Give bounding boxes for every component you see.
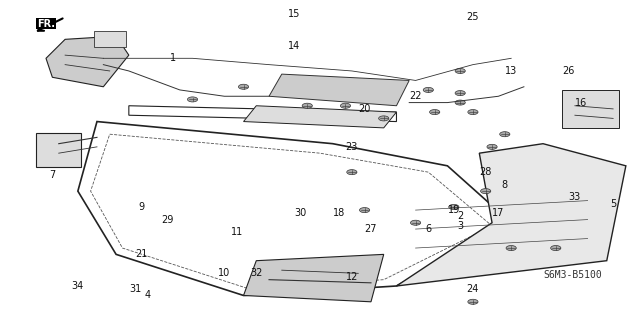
Circle shape <box>449 204 459 210</box>
Text: 12: 12 <box>346 271 358 281</box>
Text: 17: 17 <box>492 208 504 218</box>
Text: 33: 33 <box>569 192 581 203</box>
Text: 24: 24 <box>467 284 479 294</box>
Circle shape <box>188 97 198 102</box>
Text: 20: 20 <box>358 104 371 114</box>
Circle shape <box>468 109 478 115</box>
Circle shape <box>379 116 389 121</box>
Text: 6: 6 <box>425 224 431 234</box>
FancyBboxPatch shape <box>36 133 81 167</box>
Text: 7: 7 <box>49 170 56 180</box>
Circle shape <box>423 87 433 93</box>
Polygon shape <box>562 90 620 128</box>
Circle shape <box>455 91 465 96</box>
Text: 16: 16 <box>575 98 588 108</box>
Polygon shape <box>269 74 409 106</box>
Text: 14: 14 <box>289 41 301 51</box>
Polygon shape <box>244 106 396 128</box>
Text: 9: 9 <box>138 202 145 212</box>
Circle shape <box>455 100 465 105</box>
Text: 25: 25 <box>467 12 479 22</box>
Circle shape <box>347 170 357 175</box>
Text: 31: 31 <box>129 284 141 294</box>
Circle shape <box>550 246 561 250</box>
Text: FR.: FR. <box>37 19 55 28</box>
Circle shape <box>302 103 312 108</box>
Text: 29: 29 <box>161 215 173 225</box>
Polygon shape <box>244 254 384 302</box>
Text: 23: 23 <box>346 142 358 152</box>
Text: S6M3-B5100: S6M3-B5100 <box>543 270 602 280</box>
Text: 2: 2 <box>457 211 463 221</box>
Text: 4: 4 <box>145 291 151 300</box>
Circle shape <box>506 246 516 250</box>
Circle shape <box>500 132 510 137</box>
Circle shape <box>487 144 497 149</box>
Text: 19: 19 <box>448 205 460 215</box>
Text: 11: 11 <box>231 227 243 237</box>
Text: 22: 22 <box>410 91 422 101</box>
Text: 34: 34 <box>72 281 84 291</box>
Circle shape <box>455 69 465 73</box>
Circle shape <box>429 109 440 115</box>
Text: 13: 13 <box>505 66 517 76</box>
Text: 18: 18 <box>333 208 345 218</box>
Text: 32: 32 <box>250 268 262 278</box>
Text: 27: 27 <box>365 224 377 234</box>
FancyBboxPatch shape <box>94 32 125 47</box>
Polygon shape <box>396 144 626 286</box>
Text: 1: 1 <box>170 53 177 63</box>
Circle shape <box>410 220 420 225</box>
Text: 5: 5 <box>610 199 616 209</box>
Text: 28: 28 <box>479 167 492 177</box>
Polygon shape <box>46 36 129 87</box>
Circle shape <box>468 299 478 304</box>
Circle shape <box>239 84 248 89</box>
Circle shape <box>481 189 491 194</box>
Text: 21: 21 <box>136 249 148 259</box>
Text: 3: 3 <box>457 221 463 231</box>
Text: 30: 30 <box>295 208 307 218</box>
Text: 15: 15 <box>289 9 301 19</box>
Text: 26: 26 <box>563 66 575 76</box>
Text: 10: 10 <box>218 268 230 278</box>
Circle shape <box>340 103 351 108</box>
Text: 8: 8 <box>502 180 508 190</box>
Circle shape <box>360 208 370 213</box>
